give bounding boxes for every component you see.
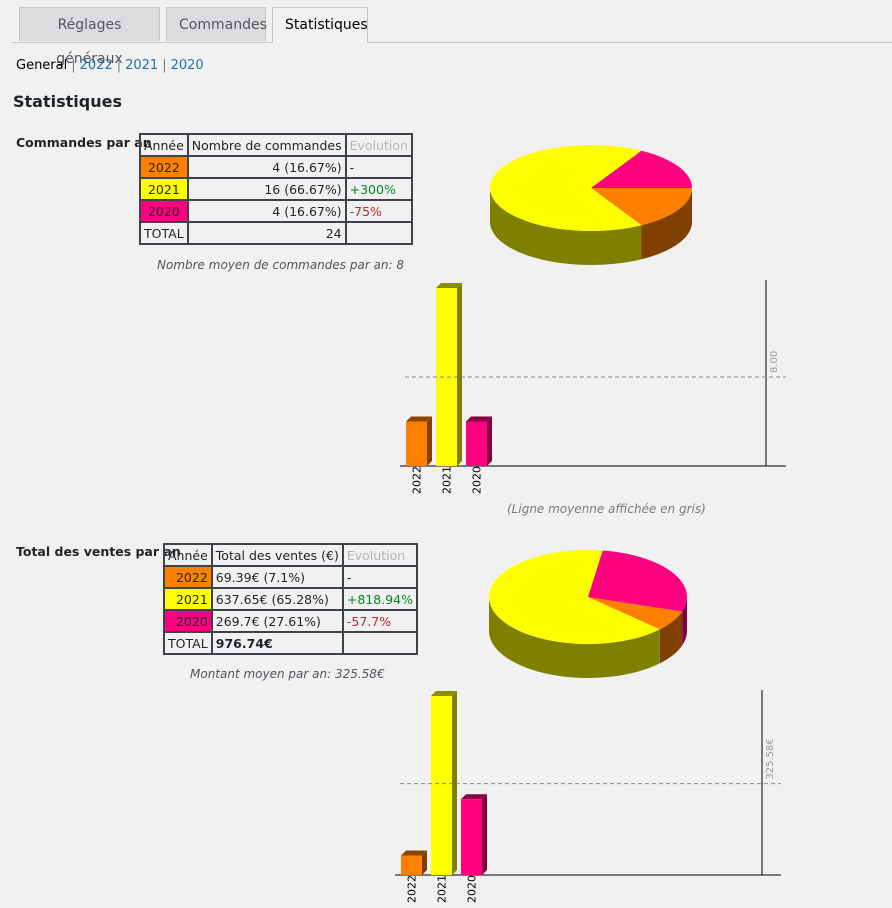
orders-average-note: Nombre moyen de commandes par an: 8 (157, 258, 405, 272)
table-row: 2020 269.7€ (27.61%) -57.7% (163, 609, 418, 633)
bar-label-2021: 2021 (436, 875, 449, 903)
bar-2021 (431, 691, 457, 875)
tabs-divider (12, 42, 892, 43)
pie-slice-2020 (591, 150, 692, 188)
header-evolution: Evolution (344, 133, 413, 157)
table-row: 2022 69.39€ (7.1%) - (163, 565, 418, 589)
sales-average-note: Montant moyen par an: 325.58€ (190, 667, 385, 681)
total-empty-cell (344, 221, 413, 245)
subnav-2020[interactable]: 2020 (170, 58, 204, 73)
table-total-row: TOTAL 976.74€ (163, 631, 418, 655)
pie-slice-2022 (588, 597, 683, 630)
pie-side-2022 (641, 188, 692, 260)
orders-bar-chart: 2022 2021 2020 8.00 (400, 280, 786, 494)
total-label-cell: TOTAL (163, 631, 213, 655)
header-total: Total des ventes (€) (210, 543, 344, 567)
total-label-cell: TOTAL (139, 221, 189, 245)
orders-table: Année Nombre de commandes Evolution 2022… (139, 133, 413, 245)
year-cell: 2021 (139, 177, 189, 201)
pie-side-2021 (490, 188, 642, 265)
table-row: 2021 16 (66.67%) +300% (139, 177, 413, 201)
pie-side-2022 (659, 611, 683, 664)
sales-section-label: Total des ventes par an (16, 544, 181, 559)
header-year: Année (139, 133, 189, 157)
sales-table: Année Total des ventes (€) Evolution 202… (163, 543, 418, 655)
year-subnav: General | 2022 | 2021 | 2020 (16, 58, 204, 74)
pie-slice-2021 (488, 550, 660, 644)
header-count: Nombre de commandes (186, 133, 347, 157)
year-cell: 2022 (139, 155, 189, 179)
table-total-row: TOTAL 24 (139, 221, 413, 245)
sales-bar-chart: 2022 2021 2020 325.58€ (395, 690, 781, 903)
value-cell: 4 (16.67%) (186, 199, 347, 223)
table-row: 2021 637.65€ (65.28%) +818.94% (163, 587, 418, 611)
year-cell: 2022 (163, 565, 213, 589)
bar-2020 (461, 794, 487, 875)
subnav-separator: | (162, 58, 167, 73)
bar-label-2020: 2020 (466, 875, 479, 903)
year-cell: 2021 (163, 587, 213, 611)
bar-2021 (436, 283, 462, 466)
table-header-row: Année Nombre de commandes Evolution (139, 133, 413, 157)
tab-orders[interactable]: Commandes (166, 7, 267, 41)
evolution-cell: - (344, 155, 413, 179)
total-empty-cell (341, 631, 418, 655)
tab-general-settings[interactable]: Réglages généraux (19, 7, 160, 67)
average-line-label: 8.00 (769, 351, 780, 373)
header-evolution: Evolution (341, 543, 418, 567)
evolution-cell: +300% (344, 177, 413, 201)
value-cell: 16 (66.67%) (186, 177, 347, 201)
value-cell: 637.65€ (65.28%) (210, 587, 344, 611)
value-cell: 269.7€ (27.61%) (210, 609, 344, 633)
average-line-note: (Ligne moyenne affichée en gris) (507, 502, 706, 516)
value-cell: 69.39€ (7.1%) (210, 565, 344, 589)
pie-side-2021 (489, 597, 660, 678)
total-value-cell: 976.74€ (210, 631, 344, 655)
subnav-separator: | (71, 58, 76, 73)
year-cell: 2020 (139, 199, 189, 223)
bar-2020 (466, 416, 492, 466)
orders-section-label: Commandes par an (16, 135, 152, 150)
bar-label-2020: 2020 (471, 466, 484, 494)
evolution-cell: -57.7% (341, 609, 418, 633)
pie-slice-2021 (490, 145, 642, 231)
bar-2022 (401, 850, 427, 875)
evolution-cell: - (341, 565, 418, 589)
year-cell: 2020 (163, 609, 213, 633)
bar-label-2022: 2022 (406, 875, 419, 903)
table-row: 2022 4 (16.67%) - (139, 155, 413, 179)
table-header-row: Année Total des ventes (€) Evolution (163, 543, 418, 567)
evolution-cell: +818.94% (341, 587, 418, 611)
average-line-label: 325.58€ (765, 738, 776, 779)
pie-slice-2022 (591, 188, 692, 226)
subnav-general[interactable]: General (16, 58, 68, 73)
pie-slice-2020 (588, 550, 687, 612)
page-title: Statistiques (13, 92, 122, 111)
bar-label-2021: 2021 (441, 466, 454, 494)
subnav-2021[interactable]: 2021 (125, 58, 159, 73)
bar-label-2022: 2022 (411, 466, 424, 494)
sales-pie-chart (488, 550, 687, 678)
subnav-2022[interactable]: 2022 (79, 58, 113, 73)
orders-pie-chart (490, 145, 692, 265)
pie-side-2020 (682, 597, 687, 646)
evolution-cell: -75% (344, 199, 413, 223)
header-year: Année (163, 543, 213, 567)
total-value-cell: 24 (186, 221, 347, 245)
value-cell: 4 (16.67%) (186, 155, 347, 179)
table-row: 2020 4 (16.67%) -75% (139, 199, 413, 223)
subnav-separator: | (116, 58, 122, 73)
tab-statistics[interactable]: Statistiques (272, 7, 368, 43)
bar-2022 (406, 416, 432, 466)
